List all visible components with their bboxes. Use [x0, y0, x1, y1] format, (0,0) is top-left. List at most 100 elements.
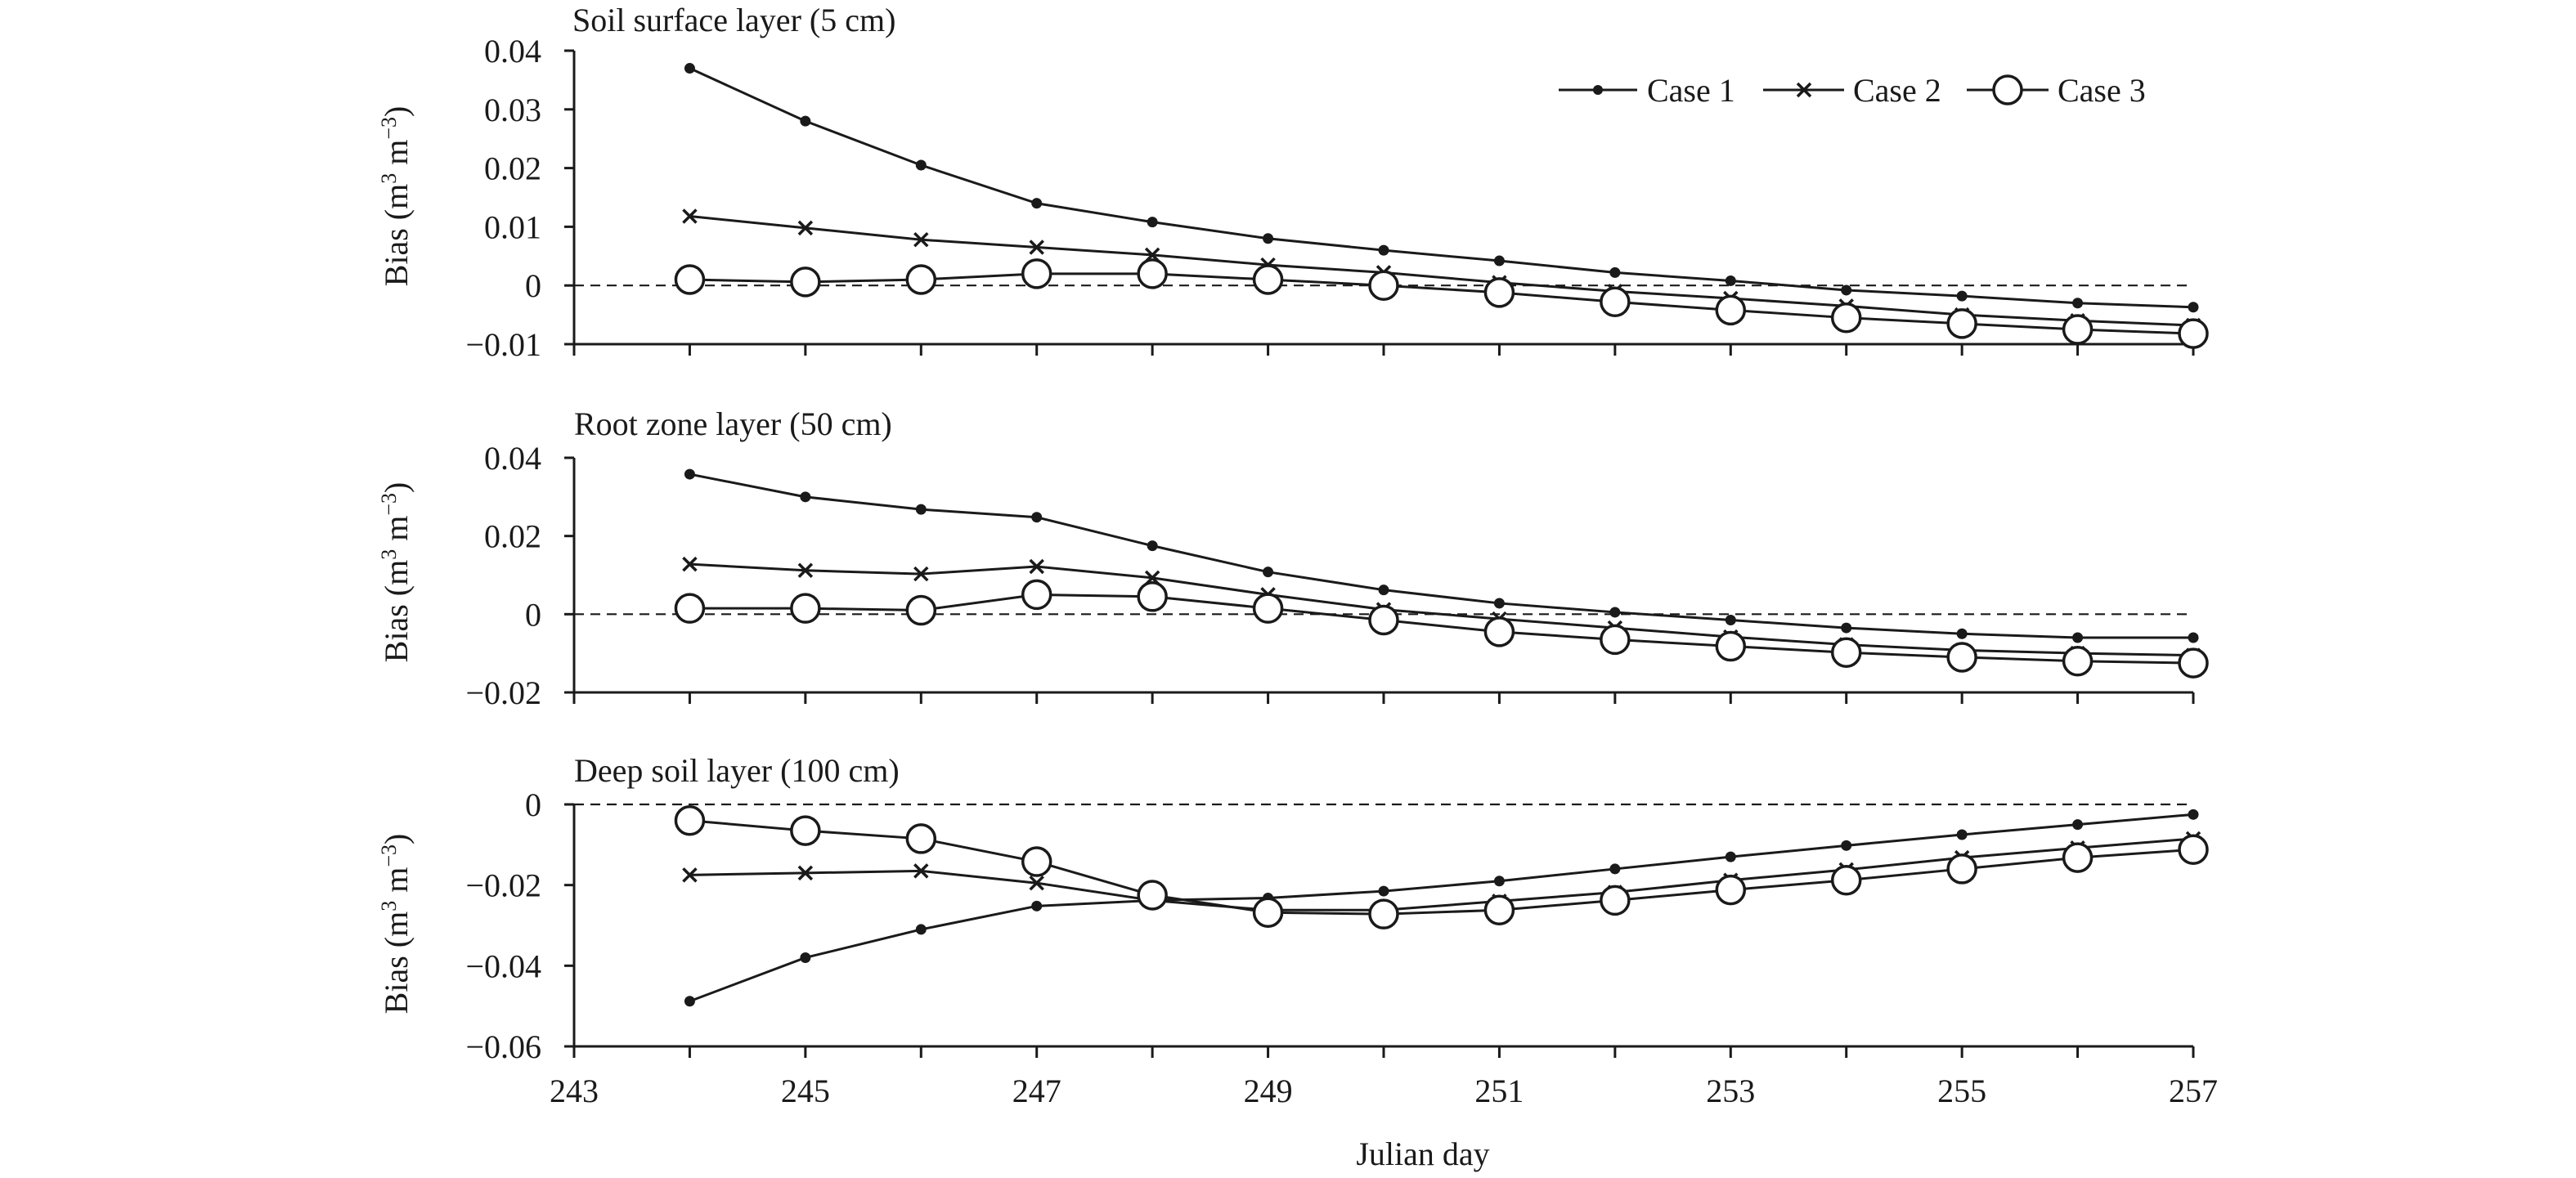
data-point-circle	[1021, 258, 1052, 289]
legend-marker-cross	[1796, 82, 1812, 98]
data-point-cross	[682, 208, 698, 224]
data-point-circle	[905, 264, 937, 295]
data-point-dot	[684, 468, 695, 480]
x-axis-label: Julian day	[1356, 1135, 1489, 1172]
panel-root-zone: Root zone layer (50 cm) Bias (m3 m−3) 0.…	[377, 405, 2209, 711]
data-point-dot	[915, 159, 927, 171]
data-point-circle	[790, 267, 821, 298]
y-tick-label: 0.02	[484, 150, 541, 187]
data-point-circle	[1368, 270, 1399, 301]
series-case-3	[674, 804, 2209, 929]
data-point-circle	[1946, 853, 1977, 885]
data-point-dot	[1841, 622, 1852, 634]
y-tick-label: 0	[525, 786, 541, 823]
data-point-circle	[1830, 637, 1862, 668]
y-tick-label: −0.02	[465, 867, 541, 904]
data-point-dot	[800, 491, 811, 503]
y-tick-label: −0.04	[465, 947, 541, 984]
data-point-dot	[915, 504, 927, 515]
y-tick-label: −0.06	[465, 1028, 541, 1065]
data-point-dot	[1725, 851, 1736, 862]
series-case-1	[684, 63, 2199, 313]
data-point-circle	[1252, 593, 1284, 624]
data-point-circle	[1946, 308, 1977, 339]
data-point-dot	[1263, 567, 1274, 578]
data-point-dot	[1147, 217, 1158, 228]
data-point-dot	[1493, 598, 1505, 609]
data-point-circle	[905, 823, 937, 854]
series-line-case-1	[689, 813, 2194, 1003]
panel-deep-soil: Deep soil layer (100 cm) Bias (m3 m−3) 0…	[377, 752, 2219, 1172]
data-point-circle	[1137, 258, 1168, 289]
data-point-circle	[1252, 897, 1284, 928]
x-tick-label: 257	[2169, 1073, 2218, 1109]
x-tick-label: 253	[1706, 1073, 1755, 1109]
data-point-cross	[1029, 558, 1044, 575]
panel-title: Soil surface layer (5 cm)	[572, 2, 895, 38]
data-point-cross	[913, 231, 929, 248]
data-point-circle	[1600, 624, 1631, 656]
panel-title: Root zone layer (50 cm)	[574, 405, 892, 442]
x-tick-label: 255	[1937, 1073, 1986, 1109]
data-point-dot	[1031, 198, 1043, 209]
x-tick-label: 243	[550, 1073, 599, 1109]
legend-entry-case-1: Case 1	[1559, 72, 1735, 109]
series-case-3	[674, 258, 2209, 349]
x-tick-label: 249	[1244, 1073, 1293, 1109]
y-axis-label: Bias (m3 m−3)	[377, 834, 415, 1015]
panel-title: Deep soil layer (100 cm)	[574, 752, 900, 789]
data-point-cross	[913, 863, 929, 879]
data-point-cross	[682, 867, 698, 883]
data-point-circle	[1715, 874, 1747, 906]
data-point-circle	[1483, 616, 1515, 647]
legend-marker-circle	[1992, 74, 2023, 105]
series-line-case-2	[689, 837, 2194, 911]
x-tick-label: 247	[1012, 1073, 1061, 1109]
data-point-dot	[1841, 284, 1852, 296]
data-point-cross	[797, 220, 814, 236]
data-point-cross	[1029, 875, 1044, 891]
data-point-circle	[1715, 630, 1747, 662]
data-point-dot	[1956, 628, 1968, 639]
data-point-cross	[913, 566, 929, 582]
data-point-dot	[684, 63, 695, 74]
series-line-case-3	[689, 819, 2194, 916]
data-point-circle	[1715, 294, 1747, 326]
data-point-dot	[1378, 585, 1389, 596]
y-tick-label: −0.02	[465, 674, 541, 711]
y-axis-label: Bias (m3 m−3)	[377, 482, 415, 663]
data-point-circle	[1600, 286, 1631, 318]
data-point-circle	[2178, 318, 2209, 349]
data-point-dot	[1725, 615, 1736, 626]
legend-entry-case-2: Case 2	[1763, 72, 1941, 109]
data-point-circle	[1483, 277, 1515, 308]
y-tick-label: −0.01	[465, 326, 541, 363]
data-point-cross	[797, 865, 814, 881]
series-case-3	[674, 579, 2209, 679]
data-point-circle	[790, 593, 821, 624]
data-point-dot	[1725, 275, 1736, 286]
data-point-dot	[800, 115, 811, 127]
data-point-dot	[1609, 863, 1621, 875]
data-point-cross	[797, 562, 814, 578]
data-point-circle	[1830, 864, 1862, 896]
data-point-dot	[1378, 244, 1389, 256]
data-point-circle	[1368, 604, 1399, 636]
data-point-circle	[674, 264, 706, 295]
legend-label-case-2: Case 2	[1853, 72, 1941, 109]
series-line-case-3	[689, 593, 2194, 665]
data-point-dot	[1147, 540, 1158, 552]
data-point-cross	[682, 556, 698, 572]
data-point-circle	[1252, 264, 1284, 295]
data-point-dot	[1031, 512, 1043, 523]
series-line-case-3	[689, 272, 2194, 335]
data-point-dot	[2072, 298, 2084, 309]
y-tick-label: 0.02	[484, 518, 541, 555]
data-point-dot	[1841, 840, 1852, 851]
data-point-dot	[2072, 819, 2084, 831]
series-line-case-2	[689, 214, 2194, 327]
data-point-circle	[1021, 579, 1052, 611]
panel-soil-surface: Soil surface layer (5 cm) Bias (m3 m−3) …	[377, 2, 2209, 363]
data-point-circle	[2062, 842, 2094, 873]
